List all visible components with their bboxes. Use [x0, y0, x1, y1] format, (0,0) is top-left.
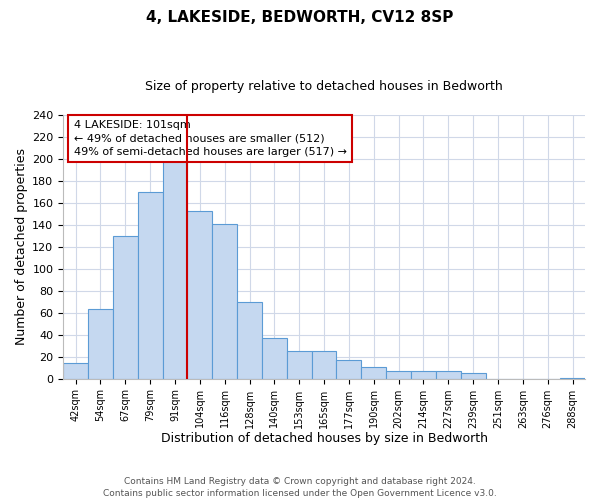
- Bar: [361, 366, 386, 378]
- Title: Size of property relative to detached houses in Bedworth: Size of property relative to detached ho…: [145, 80, 503, 93]
- Bar: [113, 236, 137, 378]
- Bar: [386, 371, 411, 378]
- Text: 4, LAKESIDE, BEDWORTH, CV12 8SP: 4, LAKESIDE, BEDWORTH, CV12 8SP: [146, 10, 454, 25]
- Bar: [88, 310, 113, 378]
- Bar: [461, 373, 485, 378]
- Bar: [63, 363, 88, 378]
- Bar: [287, 351, 311, 378]
- Bar: [337, 360, 361, 378]
- Y-axis label: Number of detached properties: Number of detached properties: [15, 148, 28, 346]
- Bar: [163, 159, 187, 378]
- Bar: [212, 224, 237, 378]
- X-axis label: Distribution of detached houses by size in Bedworth: Distribution of detached houses by size …: [161, 432, 488, 445]
- Bar: [187, 210, 212, 378]
- Bar: [237, 302, 262, 378]
- Bar: [436, 371, 461, 378]
- Bar: [411, 371, 436, 378]
- Text: 4 LAKESIDE: 101sqm
← 49% of detached houses are smaller (512)
49% of semi-detach: 4 LAKESIDE: 101sqm ← 49% of detached hou…: [74, 120, 347, 156]
- Text: Contains HM Land Registry data © Crown copyright and database right 2024.
Contai: Contains HM Land Registry data © Crown c…: [103, 476, 497, 498]
- Bar: [311, 351, 337, 378]
- Bar: [262, 338, 287, 378]
- Bar: [137, 192, 163, 378]
